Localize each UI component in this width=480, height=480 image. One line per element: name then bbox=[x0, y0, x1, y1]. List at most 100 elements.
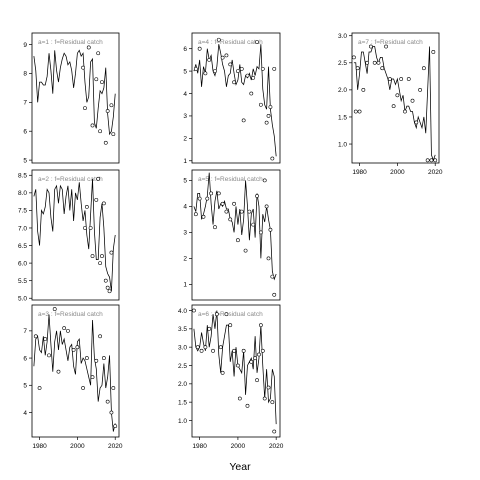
data-point bbox=[98, 261, 102, 266]
series-line bbox=[193, 44, 277, 157]
x-tick-label: 1980 bbox=[352, 169, 367, 176]
data-point bbox=[239, 66, 244, 71]
data-point bbox=[272, 66, 277, 71]
y-tick-label: 2.0 bbox=[338, 87, 347, 94]
y-tick-label: 7.0 bbox=[18, 225, 27, 232]
data-point bbox=[109, 103, 114, 108]
data-point bbox=[224, 312, 229, 317]
y-tick-label: 9 bbox=[23, 42, 27, 49]
data-point bbox=[207, 58, 212, 62]
data-point bbox=[247, 209, 252, 214]
data-point bbox=[266, 385, 271, 390]
data-point bbox=[71, 348, 76, 352]
panel-4: a=4 : f=Residual catch 1 2 3 4 5 6 bbox=[183, 32, 281, 165]
y-tick-label: 7 bbox=[23, 328, 27, 335]
y-tick-label: 2.5 bbox=[178, 363, 187, 370]
data-point bbox=[47, 353, 51, 358]
data-point bbox=[98, 129, 102, 134]
y-tick-label: 1.5 bbox=[178, 399, 187, 406]
data-point bbox=[232, 348, 236, 353]
data-point bbox=[232, 201, 236, 206]
data-point bbox=[209, 191, 214, 196]
y-tick-label: 5.0 bbox=[18, 296, 27, 303]
x-tick-label: 2020 bbox=[269, 443, 284, 450]
x-tick-label: 2000 bbox=[231, 443, 246, 450]
panel-title: a=2 : f=Residual catch bbox=[38, 176, 103, 183]
data-point bbox=[255, 378, 259, 383]
data-point bbox=[255, 194, 259, 198]
data-point bbox=[266, 114, 271, 118]
data-point bbox=[355, 66, 360, 71]
data-point bbox=[90, 254, 95, 258]
y-tick-label: 1 bbox=[183, 158, 187, 165]
y-tick-label: 2 bbox=[183, 136, 187, 143]
data-point bbox=[83, 106, 87, 111]
series-line bbox=[193, 172, 277, 281]
data-point bbox=[62, 326, 67, 331]
data-point bbox=[272, 429, 277, 434]
y-tick-label: 7 bbox=[23, 100, 27, 107]
data-point bbox=[192, 308, 196, 313]
y-tick-label: 4 bbox=[183, 204, 187, 211]
panels: a=1 : f=Residual catch 5 6 7 8 9 a=2 : f=Resid… bbox=[18, 32, 443, 450]
y-tick-label: 5 bbox=[183, 178, 187, 185]
data-point bbox=[84, 356, 89, 360]
panel-3: a=3 : f=Residual catch 4 5 6 7 1980 2000 2020 bbox=[23, 304, 123, 450]
panel-title: a=5 : f=Residual catch bbox=[198, 176, 263, 183]
data-point bbox=[258, 230, 263, 235]
data-point bbox=[101, 201, 106, 206]
data-point bbox=[266, 256, 271, 261]
data-point bbox=[258, 323, 263, 328]
data-point bbox=[220, 201, 225, 206]
series-line bbox=[33, 49, 116, 136]
data-point bbox=[84, 204, 89, 209]
data-point bbox=[249, 359, 254, 364]
data-point bbox=[90, 123, 95, 128]
x-axis-label: Year bbox=[229, 461, 251, 473]
data-point bbox=[94, 77, 99, 82]
data-point bbox=[414, 120, 419, 125]
data-point bbox=[90, 375, 95, 380]
data-point bbox=[262, 396, 267, 401]
data-point bbox=[418, 87, 422, 92]
series-line bbox=[33, 314, 116, 432]
y-tick-label: 5 bbox=[23, 157, 27, 164]
x-tick-label: 1980 bbox=[192, 443, 207, 450]
data-point bbox=[86, 45, 91, 50]
data-point bbox=[406, 77, 411, 81]
data-point bbox=[421, 66, 426, 71]
data-point bbox=[251, 222, 256, 227]
data-point bbox=[410, 98, 415, 103]
y-tick-label: 5 bbox=[23, 383, 27, 390]
data-point bbox=[111, 386, 116, 390]
data-point bbox=[260, 348, 265, 353]
data-point bbox=[81, 386, 85, 390]
data-point bbox=[395, 93, 400, 98]
x-tick-label: 2020 bbox=[428, 169, 443, 176]
data-point bbox=[101, 356, 106, 360]
panel-2: a=2 : f=Residual catch 5.0 5.5 6.0 6.5 7.0 7.5… bbox=[18, 169, 120, 303]
y-tick-label: 3.5 bbox=[178, 326, 187, 333]
data-point bbox=[241, 348, 246, 353]
series-line bbox=[33, 178, 116, 292]
data-point bbox=[105, 109, 110, 113]
data-point bbox=[197, 196, 202, 201]
panel-title: a=3 : f=Residual catch bbox=[38, 311, 103, 318]
data-point bbox=[258, 102, 263, 107]
data-point bbox=[228, 62, 233, 67]
data-point bbox=[96, 51, 101, 56]
data-point bbox=[351, 55, 356, 60]
panel-6: a=6 : f=Residual catch 1.0 1.5 2.0 2.5 3.0 3.5… bbox=[178, 304, 284, 450]
data-point bbox=[103, 278, 108, 283]
data-point bbox=[264, 204, 269, 209]
data-point bbox=[372, 60, 377, 65]
panel-title: a=7 : f=Residual catch bbox=[358, 39, 423, 46]
data-point bbox=[111, 132, 116, 137]
data-point bbox=[245, 403, 250, 408]
data-point bbox=[245, 73, 250, 78]
y-tick-label: 2.0 bbox=[178, 381, 187, 388]
data-point bbox=[237, 396, 242, 401]
data-point bbox=[262, 178, 267, 183]
x-tick-label: 2000 bbox=[70, 443, 85, 450]
data-point bbox=[376, 60, 381, 65]
